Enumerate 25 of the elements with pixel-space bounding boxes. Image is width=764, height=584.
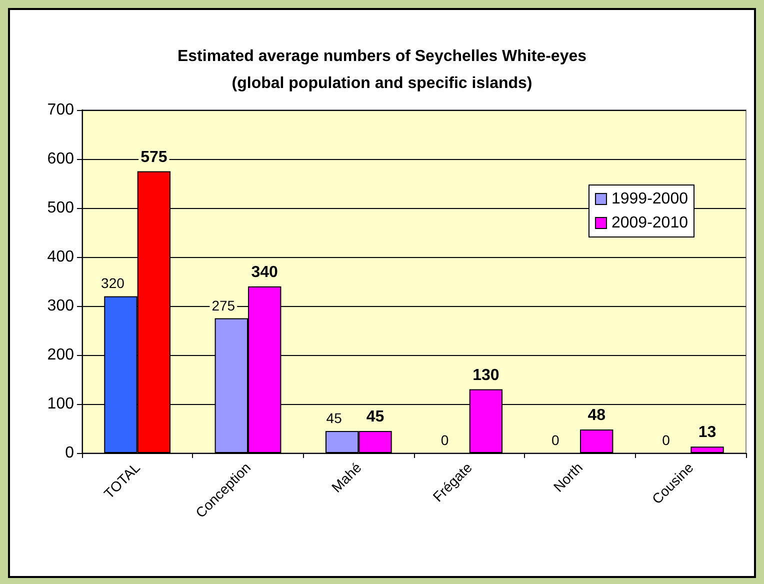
data-label: 45 xyxy=(366,408,384,426)
y-tick-label: 500 xyxy=(47,200,74,216)
data-label: 0 xyxy=(662,432,670,448)
data-label: 0 xyxy=(552,432,560,448)
y-tick-label: 300 xyxy=(47,298,74,314)
data-label: 45 xyxy=(326,410,342,426)
data-label: 130 xyxy=(472,366,500,384)
data-label: 275 xyxy=(212,297,236,314)
chart-title: Estimated average numbers of Seychelles White-eyes (global population and specific islands) xyxy=(177,48,587,92)
data-label: 575 xyxy=(140,148,168,166)
y-tick-label: 400 xyxy=(47,248,74,266)
data-label: 320 xyxy=(101,275,125,292)
legend-label: 1999-2000 xyxy=(611,190,688,208)
data-label: 13 xyxy=(698,424,716,442)
bar xyxy=(580,429,614,453)
y-tick-label: 200 xyxy=(47,346,74,364)
y-tick-label: 100 xyxy=(47,396,74,412)
legend-label: 2009-2010 xyxy=(611,214,688,232)
data-label: 0 xyxy=(440,432,449,448)
y-tick-label: 700 xyxy=(47,102,74,118)
bar xyxy=(690,446,724,453)
data-label: 48 xyxy=(588,406,606,424)
y-tick-label: 600 xyxy=(47,150,74,168)
data-label: 340 xyxy=(251,264,278,281)
y-tick-label: 0 xyxy=(65,444,74,462)
